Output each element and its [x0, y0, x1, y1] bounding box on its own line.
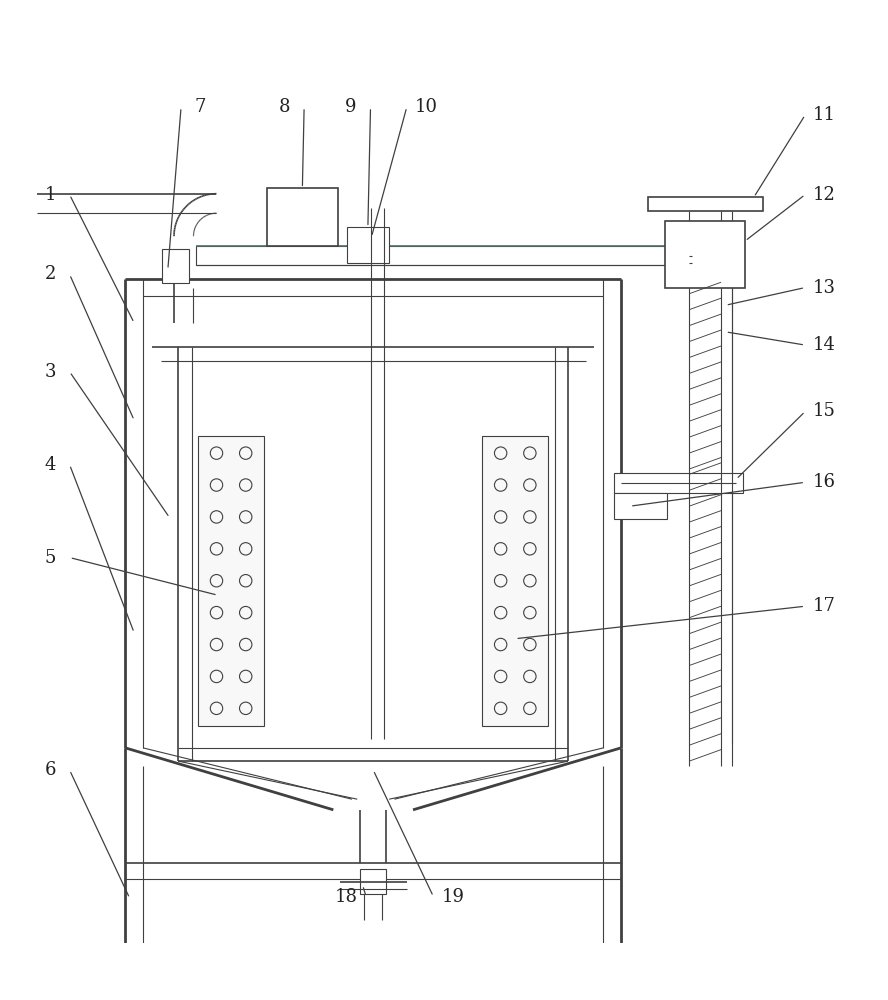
- Text: 4: 4: [44, 456, 56, 474]
- Bar: [198, 436, 265, 726]
- Text: 9: 9: [345, 98, 357, 116]
- Bar: [267, 188, 337, 246]
- Text: 2: 2: [44, 265, 56, 283]
- Bar: [360, 869, 386, 894]
- Bar: [614, 473, 743, 493]
- Text: 8: 8: [279, 98, 290, 116]
- Text: 17: 17: [813, 597, 836, 615]
- Text: 18: 18: [335, 888, 358, 906]
- Bar: [163, 249, 189, 283]
- Text: 12: 12: [813, 186, 836, 204]
- Text: 11: 11: [813, 106, 836, 124]
- Bar: [614, 493, 667, 519]
- Bar: [196, 246, 692, 265]
- Text: 6: 6: [44, 761, 56, 779]
- Bar: [665, 221, 745, 288]
- Bar: [346, 227, 389, 263]
- Text: 5: 5: [44, 549, 56, 567]
- Text: 19: 19: [441, 888, 464, 906]
- Text: 15: 15: [813, 402, 836, 420]
- Text: 16: 16: [813, 473, 836, 491]
- Text: 3: 3: [44, 363, 56, 381]
- Text: 7: 7: [194, 98, 206, 116]
- Bar: [482, 436, 549, 726]
- Text: 13: 13: [813, 279, 836, 297]
- Text: 1: 1: [44, 186, 56, 204]
- Text: 14: 14: [813, 336, 836, 354]
- Text: 10: 10: [415, 98, 438, 116]
- Bar: [647, 197, 763, 211]
